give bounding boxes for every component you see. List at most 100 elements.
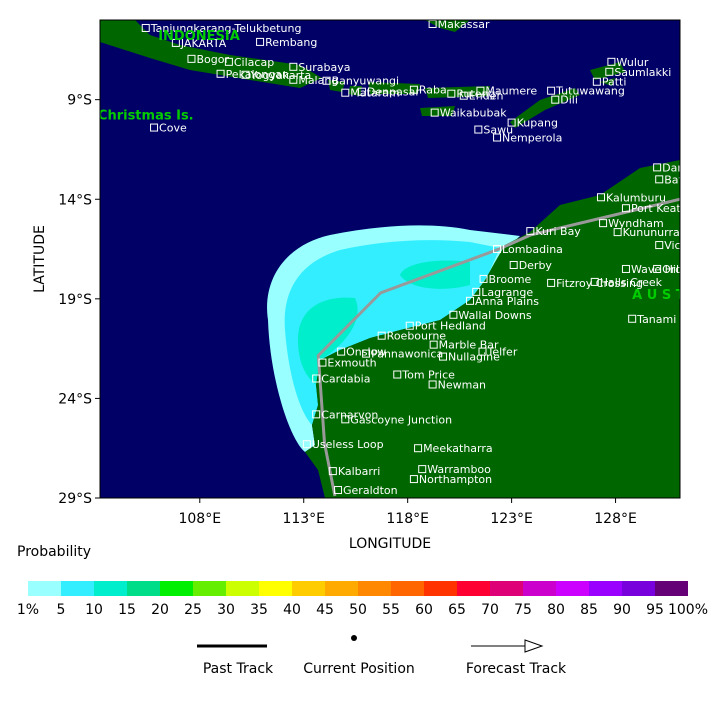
place-label: Halls Creek <box>600 276 663 289</box>
y-axis-label: LATITUDE <box>32 225 48 293</box>
place-marker <box>302 440 311 449</box>
colorbar-label: 35 <box>250 602 268 618</box>
place-label: Victoria R. Downs <box>664 239 720 252</box>
place-marker <box>599 219 608 228</box>
place-label: Waikabubak <box>440 107 508 120</box>
place-label: Endeh <box>469 90 504 103</box>
place-marker <box>653 264 662 273</box>
place-label: Ord River <box>662 263 714 276</box>
colorbar-label: 85 <box>580 602 598 618</box>
current-position-sample <box>351 635 357 641</box>
place-label: Warramboo <box>427 463 491 476</box>
place-label: Nullagine <box>448 351 500 364</box>
place-label: Carnarvon <box>321 408 378 421</box>
place-marker <box>493 133 502 142</box>
place-label: Yogyakarta <box>250 69 312 82</box>
colorbar-swatch <box>94 581 127 596</box>
colorbar-label: 80 <box>547 602 565 618</box>
colorbar-label: 65 <box>448 602 466 618</box>
y-tick-label: 9°S <box>67 93 92 109</box>
place-label: Telfer <box>487 346 518 359</box>
colorbar-label: 90 <box>613 602 631 618</box>
colorbar-swatch <box>556 581 589 596</box>
place-marker <box>621 264 630 273</box>
place-marker <box>439 352 448 361</box>
map-frame <box>99 19 681 499</box>
place-label: Kalumburu <box>606 191 666 204</box>
colorbar-swatch <box>490 581 523 596</box>
place-marker <box>141 23 150 32</box>
colorbar-label: 15 <box>118 602 136 618</box>
colorbar-label: 5 <box>57 602 66 618</box>
place-marker <box>409 85 418 94</box>
map: Tanjungkarang-Telukbetung JAKARTA Bogor Rem… <box>98 18 720 498</box>
colorbar-swatch <box>655 581 688 596</box>
colorbar-label: 95 <box>646 602 664 618</box>
place-label: Makassar <box>438 18 490 31</box>
place-marker <box>607 57 616 66</box>
colorbar-label: 25 <box>184 602 202 618</box>
colorbar-label: 70 <box>481 602 499 618</box>
x-tick-label: 128°E <box>594 511 637 527</box>
place-marker <box>472 287 481 296</box>
place-label: Denpasar <box>367 86 420 99</box>
place-marker <box>479 274 488 283</box>
place-marker <box>478 347 487 356</box>
place-marker <box>449 310 458 319</box>
place-marker <box>224 57 233 66</box>
probability-zone <box>298 297 358 385</box>
place-label: Useless Loop <box>312 438 384 451</box>
place-label: Lagrange <box>481 286 533 299</box>
place-label: Cove <box>159 122 187 135</box>
place-label: Bogor <box>196 53 229 66</box>
colorbar-label: 45 <box>316 602 334 618</box>
colorbar-swatch <box>292 581 325 596</box>
place-marker <box>507 118 516 127</box>
place-marker <box>590 277 599 286</box>
place-marker <box>653 163 662 172</box>
place-label: Northampton <box>419 473 492 486</box>
place-marker <box>429 340 438 349</box>
place-marker <box>289 62 298 71</box>
place-label: Ruteng <box>456 88 495 101</box>
place-marker <box>621 204 630 213</box>
place-marker <box>337 347 346 356</box>
place-label: Port Hedland <box>415 320 486 333</box>
place-marker <box>334 486 343 495</box>
place-marker <box>150 123 159 132</box>
place-marker <box>312 410 321 419</box>
land <box>328 20 625 128</box>
colorbar-label: 50 <box>349 602 367 618</box>
place-marker <box>362 349 371 358</box>
x-tick-label: 113°E <box>282 511 325 527</box>
place-marker <box>318 358 327 367</box>
y-tick-label: 29°S <box>58 491 92 507</box>
place-marker <box>430 108 439 117</box>
place-marker <box>613 228 622 237</box>
place-marker <box>447 89 456 98</box>
x-tick-label: 118°E <box>386 511 429 527</box>
colorbar-swatch <box>325 581 358 596</box>
place-marker <box>526 227 535 236</box>
place-label: Banyuwangi <box>332 75 400 88</box>
place-label: Pannawonica <box>371 348 443 361</box>
place-label: Fitzroy Crossing <box>556 277 643 290</box>
place-marker <box>171 38 180 47</box>
place-label: Kupang <box>517 117 558 130</box>
x-tick-label: 123°E <box>490 511 533 527</box>
region-label: Christmas Is. <box>98 109 194 124</box>
place-label: Geraldton <box>343 484 398 497</box>
colorbar-label: 40 <box>283 602 301 618</box>
place-marker <box>547 278 556 287</box>
place-marker <box>341 88 350 97</box>
colorbar-label: 60 <box>415 602 433 618</box>
place-marker <box>466 296 475 305</box>
place-marker <box>357 87 366 96</box>
place-label: Tanjungkarang-Telukbetung <box>150 22 302 35</box>
colorbar-swatch <box>193 581 226 596</box>
place-marker <box>418 465 427 474</box>
place-label: Kununurra <box>623 226 680 239</box>
legend-label: Forecast Track <box>466 661 567 677</box>
place-label: Tanami <box>636 313 676 326</box>
